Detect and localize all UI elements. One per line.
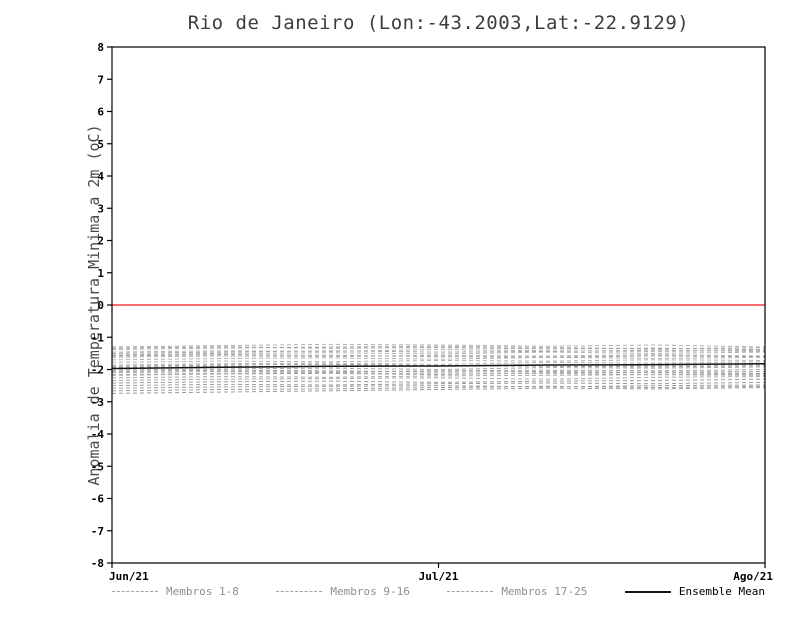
y-tick-label: -6 [91, 493, 105, 506]
chart-title: Rio de Janeiro (Lon:-43.2003,Lat:-22.912… [187, 12, 690, 34]
x-tick-label: Ago/21 [733, 570, 773, 583]
y-tick-label: -7 [91, 525, 104, 538]
y-tick-label: 1 [97, 267, 104, 280]
x-tick-label: Jun/21 [109, 570, 149, 583]
dashed-line-sample [112, 591, 158, 592]
legend: Membros 1-8 Membros 9-16 Membros 17-25 E… [112, 585, 765, 598]
y-tick-label: -4 [91, 428, 105, 441]
legend-item-members-17-25: Membros 17-25 [447, 585, 587, 598]
y-tick-label: 8 [97, 41, 104, 54]
solid-line-sample [624, 590, 671, 593]
ensemble-mean-line [111, 362, 766, 370]
legend-label: Ensemble Mean [678, 585, 765, 598]
y-tick-label: -2 [91, 364, 104, 377]
legend-label: Membros 9-16 [330, 585, 410, 598]
ensemble-member-line [111, 343, 766, 348]
y-tick-label: 6 [97, 106, 104, 119]
y-tick-label: 4 [97, 170, 104, 183]
y-tick-label: -5 [91, 460, 104, 473]
y-tick-label: 2 [97, 235, 104, 248]
legend-item-members-9-16: Membros 9-16 [276, 585, 410, 598]
legend-label: Membros 17-25 [501, 585, 588, 598]
legend-label: Membros 1-8 [166, 585, 239, 598]
dashed-line-sample [276, 591, 323, 592]
y-tick-label: 7 [97, 73, 104, 86]
y-tick-label: -8 [91, 557, 104, 570]
dashed-line-sample [447, 591, 494, 592]
legend-item-members-1-8: Membros 1-8 [112, 585, 239, 598]
y-tick-label: 0 [97, 299, 104, 312]
y-tick-label: 5 [97, 138, 104, 151]
ensemble-member-line [111, 359, 766, 363]
y-tick-label: -1 [91, 331, 105, 344]
y-tick-label: 3 [97, 202, 104, 215]
ensemble-member-line [111, 387, 766, 394]
x-tick-label: Jul/21 [419, 570, 459, 583]
y-tick-label: -3 [91, 396, 104, 409]
ensemble-member-line [111, 378, 766, 384]
legend-item-ensemble-mean: Ensemble Mean [624, 585, 765, 598]
